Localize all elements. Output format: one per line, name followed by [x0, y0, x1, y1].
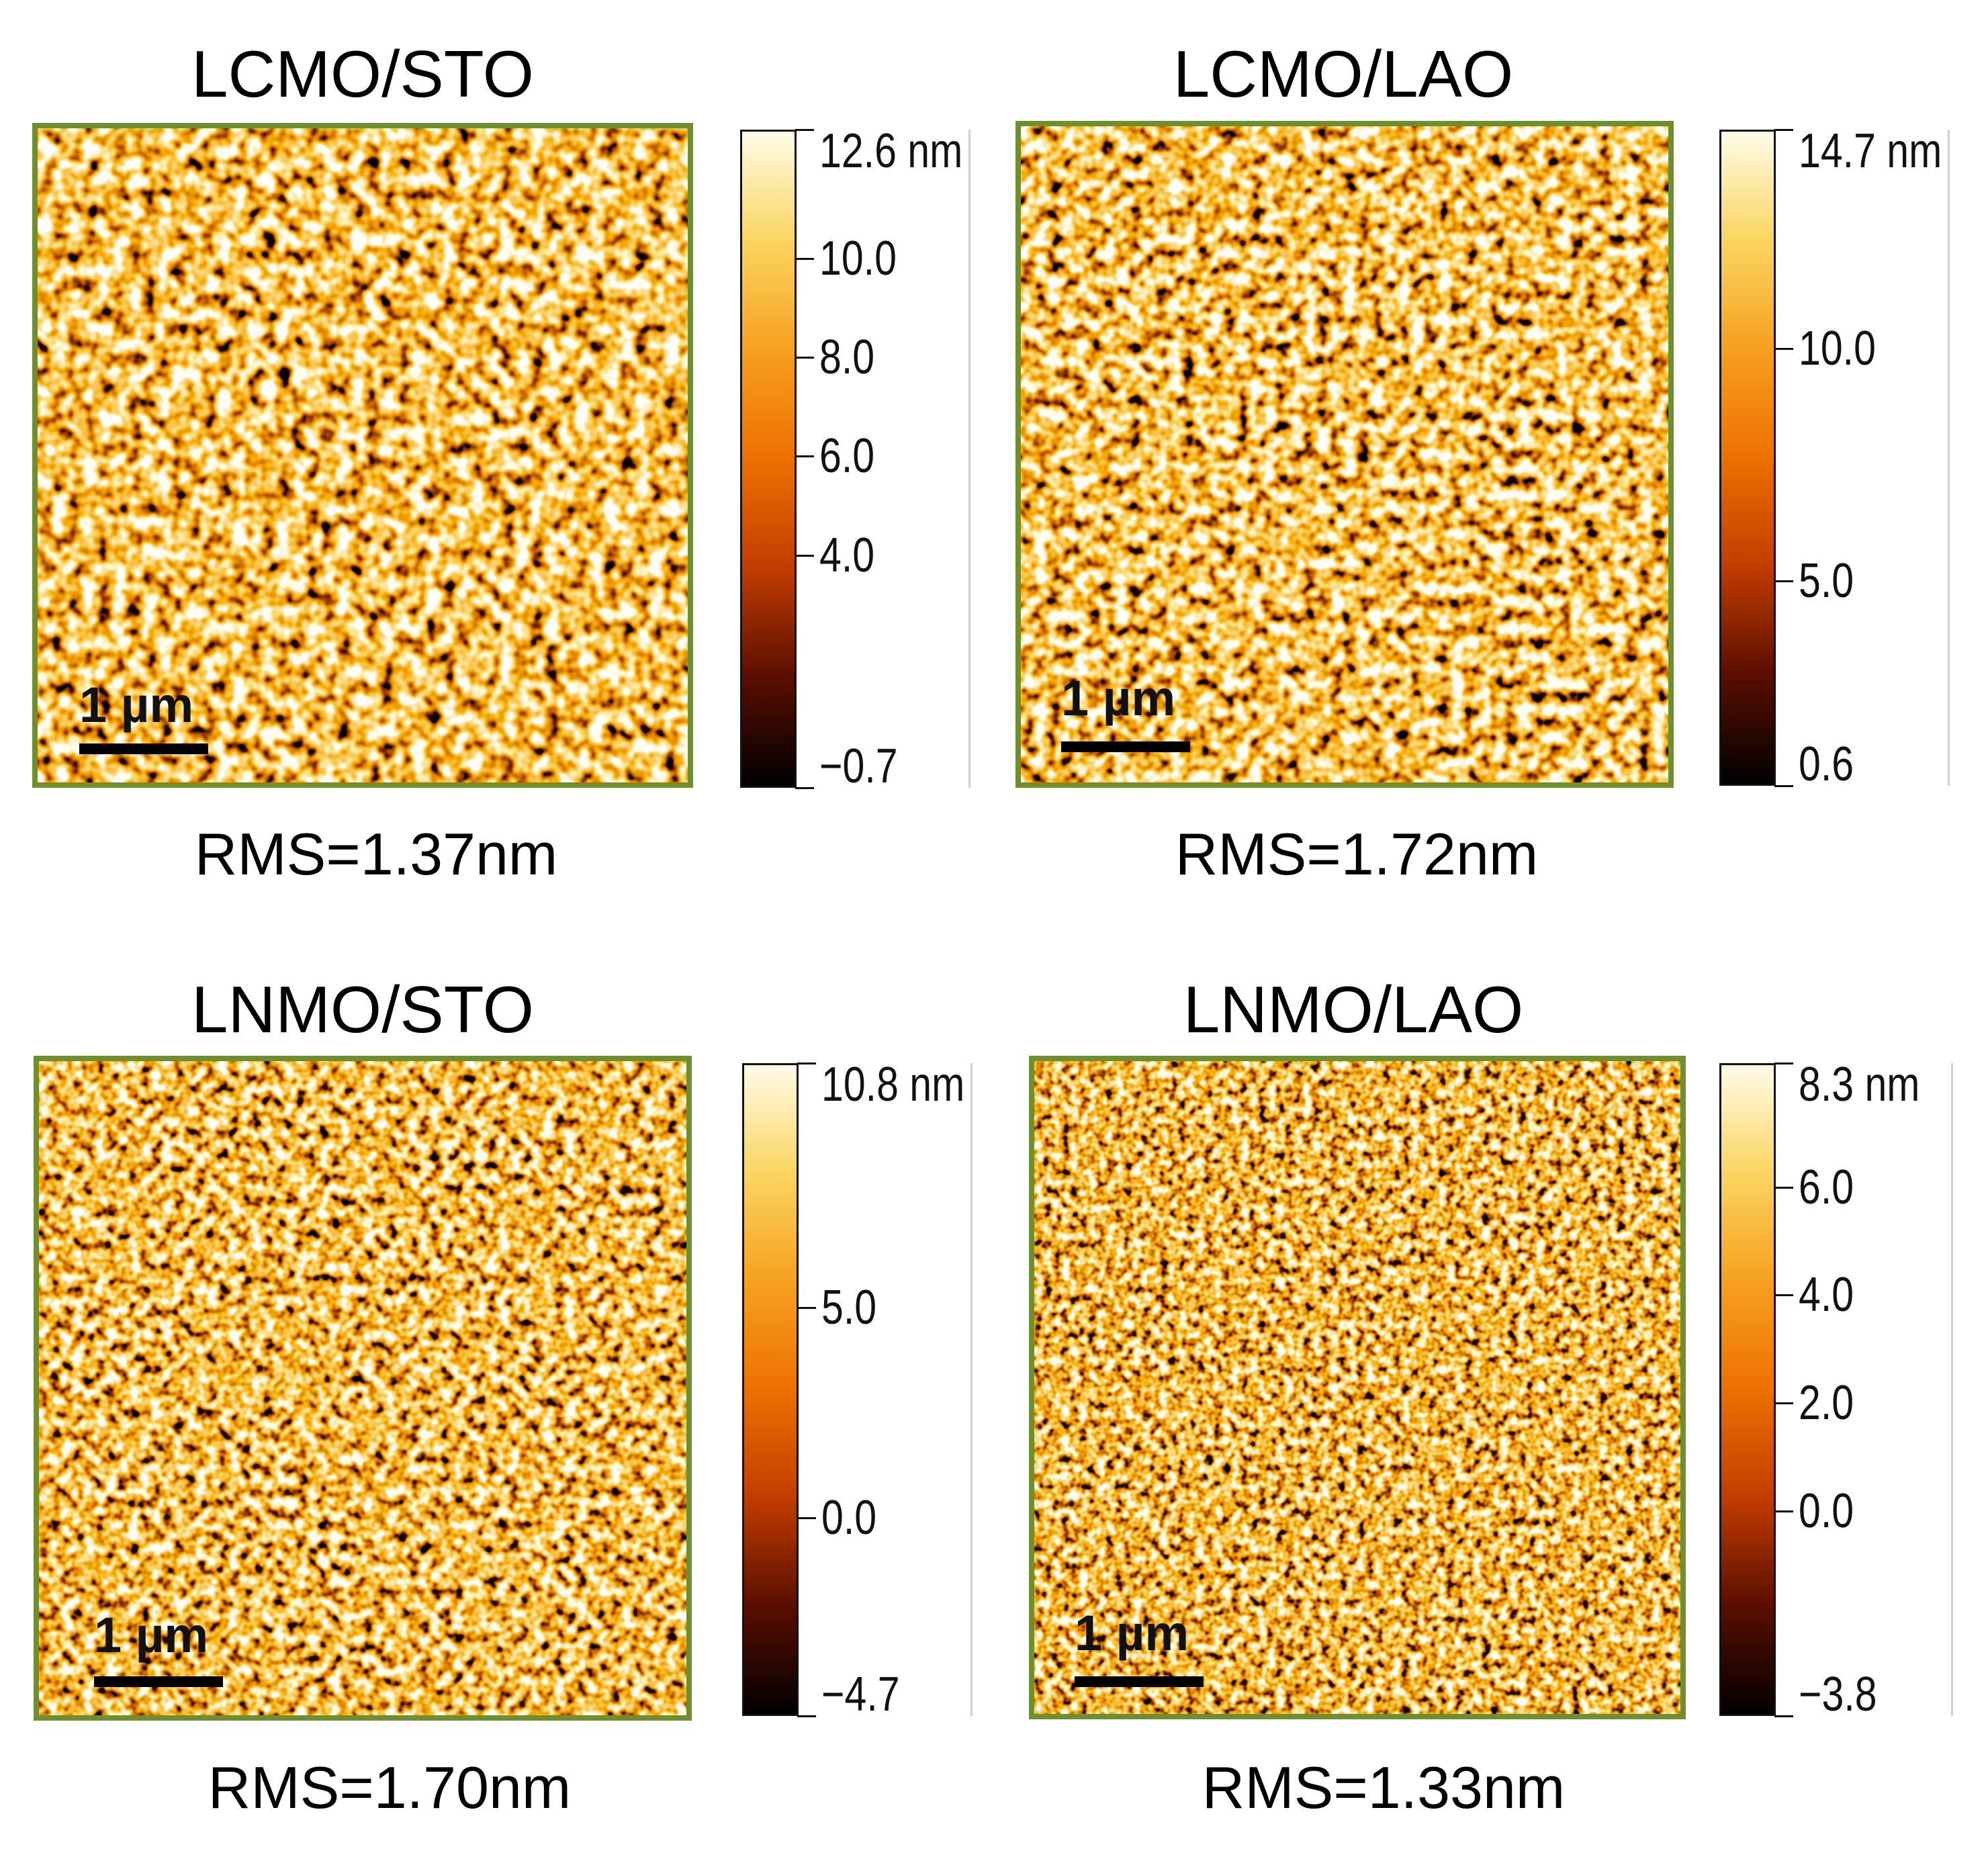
rms-label: RMS=1.72nm	[1175, 821, 1539, 887]
scale-bar-label: 1 µm	[94, 1607, 209, 1663]
panel-title: LNMO/LAO	[1183, 972, 1524, 1046]
afm-topography	[1021, 126, 1668, 782]
rms-label: RMS=1.37nm	[194, 821, 558, 887]
afm-image	[1015, 121, 1674, 788]
afm-image	[34, 1056, 692, 1721]
color-bar-tick-label: −3.8	[1799, 1668, 1877, 1721]
scale-bar	[94, 1676, 223, 1687]
color-bar-tick	[1774, 1715, 1793, 1717]
color-bar-tick	[797, 1517, 816, 1520]
scale-bar-label: 1 µm	[79, 677, 194, 733]
afm-image	[1029, 1056, 1686, 1719]
rms-label: RMS=1.33nm	[1202, 1754, 1566, 1821]
color-bar-tick-label: 2.0	[1799, 1376, 1854, 1431]
color-bar-tick-label: 6.0	[1799, 1160, 1854, 1214]
color-bar-rule	[968, 130, 970, 788]
color-bar-tick	[795, 455, 814, 458]
color-bar-tick-label: 5.0	[1799, 554, 1854, 608]
color-bar-tick	[795, 356, 814, 359]
color-bar-tick	[1774, 785, 1793, 787]
afm-topography	[1034, 1061, 1680, 1714]
panel-title: LNMO/STO	[191, 972, 535, 1046]
color-bar-tick-label: 0.0	[821, 1491, 877, 1545]
color-bar-tick	[1774, 580, 1793, 583]
scale-bar-label: 1 µm	[1075, 1605, 1189, 1661]
color-bar-tick	[1774, 1186, 1793, 1189]
color-bar-tick	[1774, 1402, 1793, 1405]
color-bar-tick-label: 5.0	[821, 1280, 877, 1334]
color-bar-rule	[1951, 1063, 1953, 1716]
panel-title: LCMO/LAO	[1173, 37, 1514, 111]
scale-bar	[1061, 741, 1190, 752]
color-bar-tick-label: 0.0	[1799, 1484, 1854, 1538]
scale-bar	[79, 743, 208, 754]
scale-bar-label: 1 µm	[1061, 670, 1176, 726]
color-bar-tick-label: 10.0	[819, 231, 897, 285]
afm-topography	[39, 1061, 686, 1715]
color-bar-rule	[970, 1063, 973, 1716]
color-bar-tick-label: 6.0	[819, 429, 875, 484]
color-bar-tick	[797, 1306, 816, 1309]
color-bar-tick-label: 10.0	[1799, 321, 1876, 375]
color-bar-tick	[797, 1062, 816, 1064]
color-bar-tick-label: 12.6 nm	[819, 124, 963, 178]
color-bar-tick	[1774, 1510, 1793, 1512]
color-bar-tick-label: 10.8 nm	[821, 1058, 965, 1112]
color-bar	[742, 1063, 799, 1716]
color-bar	[1719, 1063, 1776, 1716]
panel-title: LCMO/STO	[191, 37, 535, 111]
color-bar	[1719, 130, 1776, 786]
color-bar-tick	[795, 129, 814, 131]
color-bar-tick	[797, 1715, 816, 1717]
color-bar-tick-label: −0.7	[819, 739, 898, 793]
color-bar	[740, 130, 797, 788]
color-bar-tick-label: 0.6	[1799, 737, 1854, 791]
color-bar-tick	[1774, 1294, 1793, 1297]
color-bar-rule	[1948, 130, 1950, 786]
color-bar-tick	[1774, 129, 1793, 131]
color-bar-tick	[1774, 1062, 1793, 1064]
afm-topography	[38, 128, 688, 782]
afm-image	[32, 123, 693, 788]
color-bar-tick	[795, 257, 814, 260]
color-bar-tick	[795, 554, 814, 557]
color-bar-tick-label: 14.7 nm	[1799, 124, 1942, 178]
color-bar-tick-label: 4.0	[1799, 1268, 1854, 1322]
scale-bar	[1075, 1676, 1204, 1687]
color-bar-tick-label: 4.0	[819, 528, 875, 582]
color-bar-tick	[795, 787, 814, 789]
color-bar-tick-label: 8.3 nm	[1799, 1058, 1920, 1112]
color-bar-tick-label: 8.0	[819, 330, 875, 384]
rms-label: RMS=1.70nm	[208, 1754, 572, 1821]
color-bar-tick	[1774, 347, 1793, 350]
color-bar-tick-label: −4.7	[821, 1668, 900, 1721]
